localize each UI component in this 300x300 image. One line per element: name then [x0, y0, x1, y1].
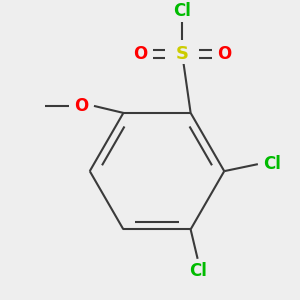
Text: Cl: Cl — [263, 155, 281, 173]
Text: S: S — [176, 45, 189, 63]
Text: Cl: Cl — [189, 262, 207, 280]
Text: O: O — [74, 97, 88, 115]
Text: Cl: Cl — [173, 2, 191, 20]
Text: O: O — [217, 45, 231, 63]
Text: O: O — [133, 45, 147, 63]
